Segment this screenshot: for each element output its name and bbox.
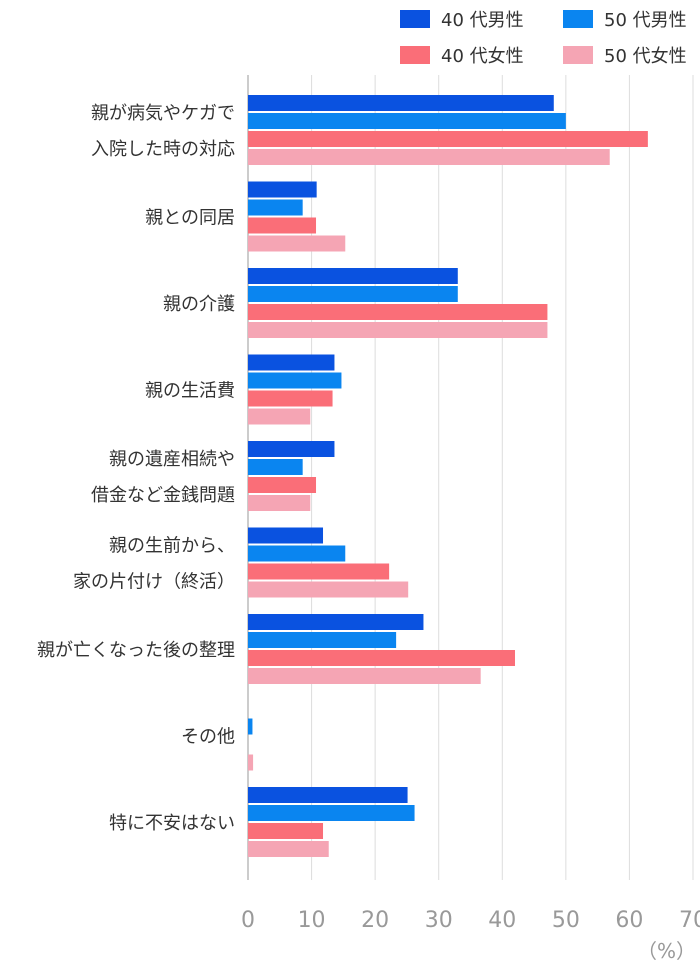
bar xyxy=(248,95,554,111)
bar xyxy=(248,286,458,302)
category-label: 親が亡くなった後の整理 xyxy=(37,640,235,661)
category-label: 親の生活費 xyxy=(145,381,235,402)
category-label: 特に不安はない xyxy=(109,813,235,834)
bar xyxy=(248,390,333,407)
x-tick-label: 30 xyxy=(425,908,453,933)
bar xyxy=(248,632,397,648)
category-label: その他 xyxy=(181,727,235,748)
legend-label: 40 代女性 xyxy=(441,46,524,67)
bar xyxy=(248,668,481,684)
x-tick-label: 60 xyxy=(615,908,643,933)
bar xyxy=(248,805,415,821)
x-tick-label: 20 xyxy=(361,908,389,933)
bar xyxy=(248,841,329,857)
legend-swatch xyxy=(563,46,593,64)
x-tick-label: 40 xyxy=(488,908,516,933)
bar xyxy=(248,217,317,234)
bar xyxy=(248,372,342,389)
category-label: 借金など金銭問題 xyxy=(91,485,235,506)
bar xyxy=(248,441,335,457)
legend-swatch xyxy=(563,10,593,28)
x-tick-label: 50 xyxy=(552,908,580,933)
category-label: 家の片付け（終活） xyxy=(73,572,235,593)
bar xyxy=(248,235,346,252)
category-label: 親の介護 xyxy=(163,294,235,315)
legend-swatch xyxy=(400,10,430,28)
bar xyxy=(248,408,311,425)
category-label: 親が病気やケガで xyxy=(91,103,235,124)
bar xyxy=(248,563,390,580)
bar xyxy=(248,181,317,198)
category-label: 入院した時の対応 xyxy=(91,139,235,160)
bar xyxy=(248,113,566,129)
bar xyxy=(248,614,424,630)
bar xyxy=(248,823,324,839)
bar xyxy=(248,787,408,803)
category-label: 親との同居 xyxy=(145,208,235,229)
bar xyxy=(248,131,648,147)
bar xyxy=(248,149,610,165)
bar xyxy=(248,268,458,284)
legend-label: 40 代男性 xyxy=(441,10,524,31)
bar xyxy=(248,322,548,338)
bar xyxy=(248,718,253,735)
bar xyxy=(248,459,303,475)
legend-label: 50 代男性 xyxy=(604,10,687,31)
legend-swatch xyxy=(400,46,430,64)
category-label: 親の生前から、 xyxy=(109,536,235,557)
bar xyxy=(248,650,515,666)
bar xyxy=(248,304,548,320)
x-tick-label: 0 xyxy=(241,908,255,933)
x-tick-label: 10 xyxy=(298,908,326,933)
bar xyxy=(248,199,303,216)
bar xyxy=(248,545,346,562)
bar xyxy=(248,477,317,493)
x-tick-label: 70 xyxy=(679,908,700,933)
bar xyxy=(248,581,409,598)
bar xyxy=(248,354,335,371)
bar xyxy=(248,495,311,511)
legend-label: 50 代女性 xyxy=(604,46,687,67)
bar xyxy=(248,754,254,771)
bar xyxy=(248,527,324,544)
x-unit-label: （%） xyxy=(637,939,696,963)
category-label: 親の遺産相続や xyxy=(109,449,235,470)
